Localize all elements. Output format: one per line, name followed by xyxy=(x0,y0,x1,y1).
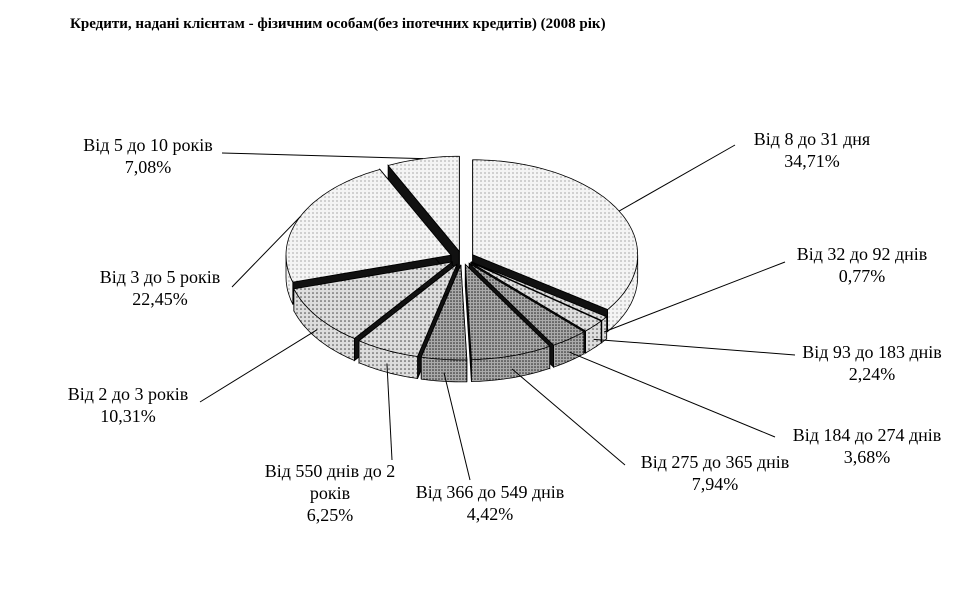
slice-value-label: 22,45% xyxy=(132,289,188,309)
slice-wall xyxy=(420,356,468,383)
slice-label: Від 93 до 183 днів xyxy=(802,342,942,362)
slice xyxy=(293,261,453,339)
leader-line xyxy=(443,372,471,481)
slice-label: Від 3 до 5 років xyxy=(99,267,221,287)
leader-line xyxy=(604,261,786,333)
slice-label: Від 184 до 274 днів xyxy=(792,425,942,445)
slice-label: Від 275 до 365 днів xyxy=(640,452,790,472)
slice-value-label: 4,42% xyxy=(466,504,514,524)
slice-wall xyxy=(601,315,607,344)
slice-value-label: 3,68% xyxy=(843,447,891,467)
slice-value-label: 34,71% xyxy=(784,151,840,171)
slice xyxy=(470,262,602,332)
slice-value-label: 2,24% xyxy=(848,364,896,384)
slice-label: Від 550 днів до 2 років xyxy=(264,461,396,503)
leader-line xyxy=(593,338,796,356)
slice xyxy=(471,261,608,321)
slice xyxy=(358,263,458,357)
slice xyxy=(472,159,638,310)
slice xyxy=(469,263,585,346)
leader-line xyxy=(618,144,736,212)
leader-line xyxy=(221,152,423,160)
slice-value-label: 10,31% xyxy=(100,406,156,426)
slice-label: Від 2 до 3 років xyxy=(67,384,189,404)
leader-line xyxy=(569,351,776,438)
slice-label: Від 366 до 549 днів xyxy=(415,482,565,502)
slice xyxy=(420,264,468,361)
slice-label: Від 32 до 92 днів xyxy=(796,244,928,264)
slice xyxy=(464,263,551,361)
slice-label: Від 5 до 10 років xyxy=(83,135,213,155)
leader-line xyxy=(199,329,318,403)
slice-value-label: 0,77% xyxy=(838,266,886,286)
chart-title: Кредити, надані клієнтам - фізичним особ… xyxy=(70,16,606,32)
slice xyxy=(387,155,460,253)
leader-line xyxy=(231,216,301,288)
slice-label: Від 8 до 31 дня xyxy=(753,129,871,149)
slice-value-label: 6,25% xyxy=(306,505,354,525)
leader-line xyxy=(386,363,393,461)
slice-value-label: 7,08% xyxy=(124,157,172,177)
slice-value-label: 7,94% xyxy=(691,474,739,494)
leader-line xyxy=(511,368,626,466)
